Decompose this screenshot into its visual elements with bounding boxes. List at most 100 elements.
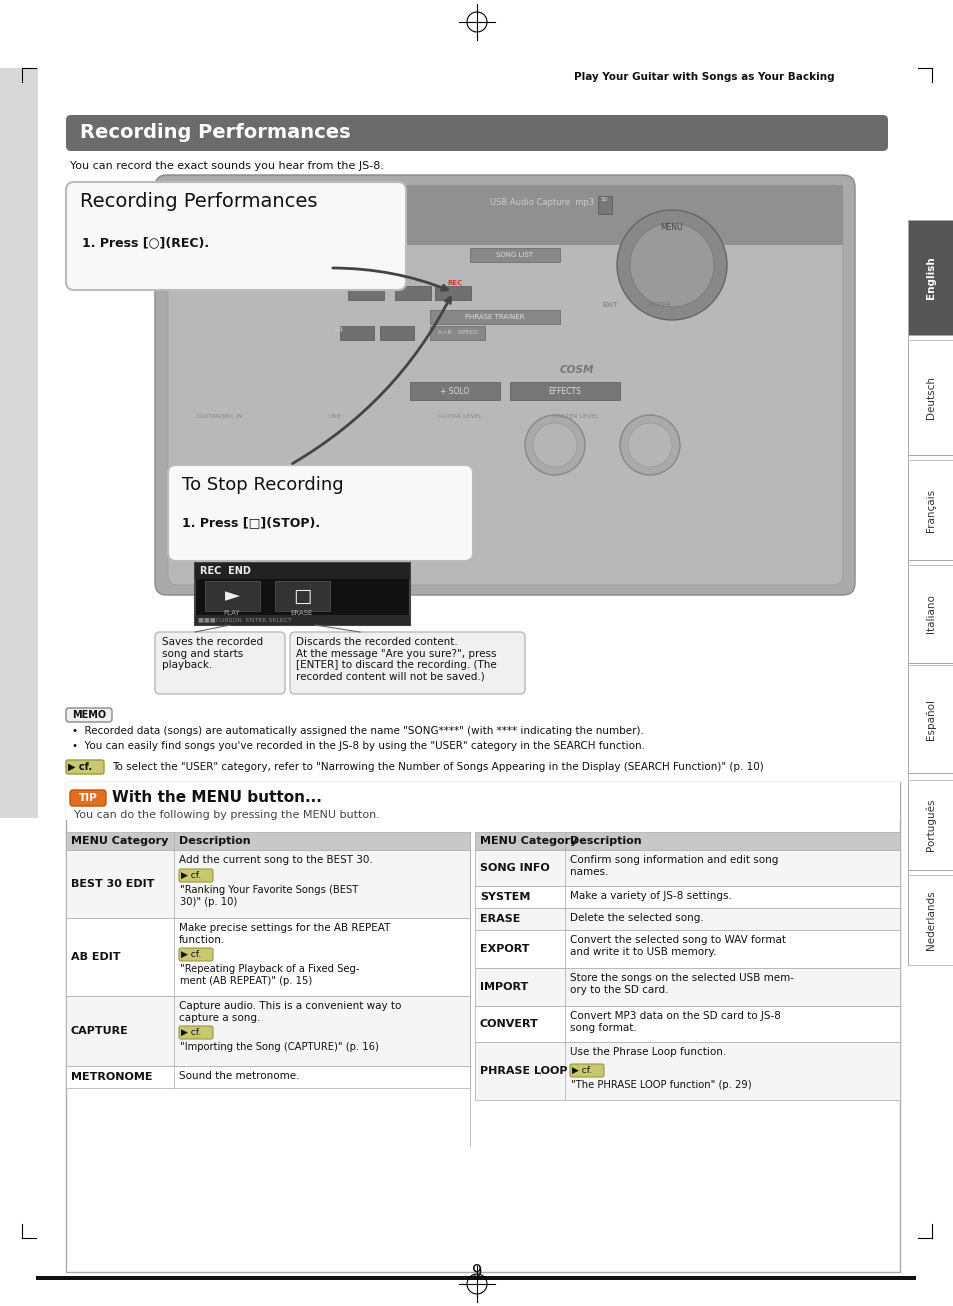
Bar xyxy=(194,615,410,626)
Text: Convert the selected song to WAV format
and write it to USB memory.: Convert the selected song to WAV format … xyxy=(569,935,785,956)
Text: STOP: STOP xyxy=(358,279,376,286)
Bar xyxy=(194,563,410,626)
Bar xyxy=(66,782,899,820)
Text: ERASE: ERASE xyxy=(291,610,313,616)
Text: You can do the following by pressing the MENU button.: You can do the following by pressing the… xyxy=(74,810,379,820)
Bar xyxy=(0,68,38,818)
Bar xyxy=(430,326,484,340)
Text: SONG INFO: SONG INFO xyxy=(479,863,549,872)
Text: Português: Português xyxy=(924,799,935,852)
Bar xyxy=(475,885,899,908)
Circle shape xyxy=(629,223,713,307)
Text: BEST 30 EDIT: BEST 30 EDIT xyxy=(71,879,154,889)
Bar xyxy=(475,968,899,1006)
Text: METRONOME: METRONOME xyxy=(71,1072,152,1081)
Text: Discards the recorded content.
At the message "Are you sure?", press
[ENTER] to : Discards the recorded content. At the me… xyxy=(295,637,497,682)
Text: CAPTURE: CAPTURE xyxy=(71,1027,129,1036)
Bar xyxy=(475,1042,899,1100)
Text: Description: Description xyxy=(179,836,251,846)
Text: PLAY: PLAY xyxy=(223,610,240,616)
Circle shape xyxy=(619,415,679,475)
Bar xyxy=(348,286,384,300)
Text: EFFECTS: EFFECTS xyxy=(548,387,580,396)
Text: Play Your Guitar with Songs as Your Backing: Play Your Guitar with Songs as Your Back… xyxy=(574,72,834,82)
Text: Make precise settings for the AB REPEAT
function.: Make precise settings for the AB REPEAT … xyxy=(179,923,390,944)
Bar xyxy=(510,381,619,400)
Text: GUITAR/MIC IN: GUITAR/MIC IN xyxy=(197,414,242,419)
Text: PLAY: PLAY xyxy=(406,279,423,286)
FancyBboxPatch shape xyxy=(66,760,104,774)
Text: To select the "USER" category, refer to "Narrowing the Number of Songs Appearing: To select the "USER" category, refer to … xyxy=(112,761,763,772)
Bar xyxy=(470,248,559,263)
Text: ▶ cf.: ▶ cf. xyxy=(68,761,92,772)
Text: □: □ xyxy=(293,586,311,606)
Text: CONVERT: CONVERT xyxy=(479,1019,538,1029)
Text: •  Recorded data (songs) are automatically assigned the name "SONG****" (with **: • Recorded data (songs) are automaticall… xyxy=(71,726,643,737)
FancyBboxPatch shape xyxy=(290,632,524,693)
Bar xyxy=(475,1006,899,1042)
Text: MEMO: MEMO xyxy=(71,710,106,720)
Circle shape xyxy=(533,423,577,468)
FancyBboxPatch shape xyxy=(179,868,213,882)
Bar xyxy=(379,326,414,340)
Bar xyxy=(66,1066,470,1088)
Text: TIP: TIP xyxy=(78,793,97,803)
Bar xyxy=(339,326,374,340)
Text: with GUITAR EFFECTS JS-8: with GUITAR EFFECTS JS-8 xyxy=(254,215,346,221)
Text: REC: REC xyxy=(447,279,462,286)
Bar xyxy=(907,780,953,870)
Text: eBand: eBand xyxy=(260,200,314,215)
Text: To Stop Recording: To Stop Recording xyxy=(182,475,343,494)
Text: A>B   SPEED: A>B SPEED xyxy=(437,330,477,336)
Bar xyxy=(66,782,899,1272)
Text: Recording Performances: Recording Performances xyxy=(80,192,317,212)
Bar xyxy=(430,310,559,324)
Text: PHRASE TRAINER: PHRASE TRAINER xyxy=(465,313,524,320)
Text: Convert MP3 data on the SD card to JS-8
song format.: Convert MP3 data on the SD card to JS-8 … xyxy=(569,1011,781,1033)
Text: + SOLO: + SOLO xyxy=(440,387,469,396)
Bar xyxy=(907,460,953,560)
Text: With the MENU button...: With the MENU button... xyxy=(112,790,321,806)
Text: Delete the selected song.: Delete the selected song. xyxy=(569,913,703,923)
Text: SONG LIST: SONG LIST xyxy=(496,252,533,259)
Text: MENU Category: MENU Category xyxy=(71,836,168,846)
Text: SYSTEM: SYSTEM xyxy=(479,892,530,902)
Text: ▶ cf.: ▶ cf. xyxy=(181,871,201,880)
Text: •  You can easily find songs you've recorded in the JS-8 by using the "USER" cat: • You can easily find songs you've recor… xyxy=(71,741,644,751)
FancyBboxPatch shape xyxy=(70,790,106,806)
Bar xyxy=(205,581,260,611)
Bar xyxy=(66,850,470,918)
Text: ▶ cf.: ▶ cf. xyxy=(181,1028,201,1037)
Text: Make a variety of JS-8 settings.: Make a variety of JS-8 settings. xyxy=(569,891,731,901)
Text: ENTER: ENTER xyxy=(648,302,671,308)
Bar xyxy=(475,832,899,850)
Text: 9: 9 xyxy=(471,1263,482,1281)
Text: Use the Phrase Loop function.: Use the Phrase Loop function. xyxy=(569,1047,725,1057)
Text: GUITAR LEVEL: GUITAR LEVEL xyxy=(437,414,481,419)
Text: ■■■CURSOR  ENTER SELECT: ■■■CURSOR ENTER SELECT xyxy=(198,618,292,623)
Bar xyxy=(475,908,899,930)
Text: ▶ cf.: ▶ cf. xyxy=(181,949,201,959)
Text: Store the songs on the selected USB mem-
ory to the SD card.: Store the songs on the selected USB mem-… xyxy=(569,973,793,995)
Bar xyxy=(907,219,953,336)
Text: Nederlands: Nederlands xyxy=(925,891,935,949)
Text: ERASE: ERASE xyxy=(479,914,519,925)
Bar xyxy=(66,996,470,1066)
FancyBboxPatch shape xyxy=(569,1064,603,1077)
Circle shape xyxy=(524,415,584,475)
Bar xyxy=(36,1276,915,1280)
Text: USB: USB xyxy=(329,414,341,419)
Bar xyxy=(475,850,899,885)
FancyBboxPatch shape xyxy=(66,708,112,722)
FancyBboxPatch shape xyxy=(179,948,213,961)
Text: 1. Press [□](STOP).: 1. Press [□](STOP). xyxy=(182,516,320,529)
Bar xyxy=(174,189,405,238)
FancyBboxPatch shape xyxy=(66,115,887,151)
Bar xyxy=(410,381,499,400)
Text: Saves the recorded
song and starts
playback.: Saves the recorded song and starts playb… xyxy=(162,637,263,670)
Text: IMPORT: IMPORT xyxy=(479,982,528,993)
FancyBboxPatch shape xyxy=(66,182,406,290)
Bar xyxy=(66,918,470,996)
Text: SD: SD xyxy=(600,197,608,202)
Text: Español: Español xyxy=(925,699,935,739)
